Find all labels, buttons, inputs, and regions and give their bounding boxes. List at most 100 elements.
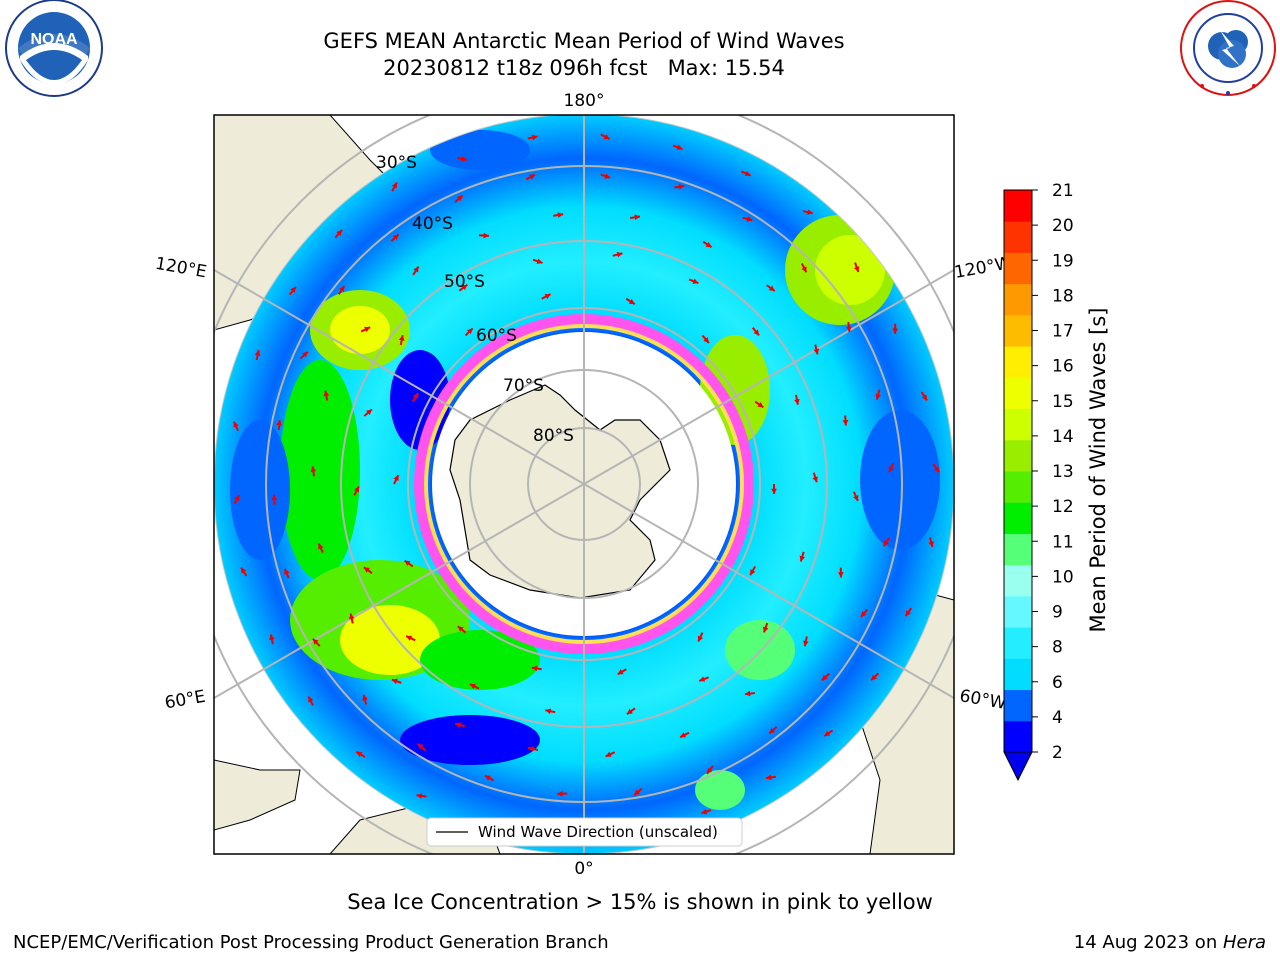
colorbar-tick-label: 15 — [1052, 392, 1074, 412]
wave-arrow-head — [933, 466, 940, 473]
wave-arrow-head — [705, 241, 712, 248]
wave-arrow-head — [875, 393, 881, 400]
wave-arrow-head — [241, 567, 247, 574]
wave-arrow-head — [398, 335, 405, 341]
wave-arrow-head — [757, 401, 764, 408]
wave-arrow-head — [801, 266, 807, 273]
nws-logo — [1176, 0, 1280, 100]
map-frame — [213, 114, 955, 855]
colorbar-band — [1004, 346, 1032, 378]
wave-arrow-head — [469, 683, 476, 690]
footer-date-text: 14 Aug 2023 on — [1073, 932, 1223, 953]
wave-arrow-head — [416, 793, 423, 799]
lon-label-120e: 120°E — [154, 254, 208, 283]
colorbar-band — [1004, 283, 1032, 316]
wave-arrow-head — [456, 195, 463, 202]
wave-arrow-head — [310, 466, 317, 472]
lon-label-0: 0° — [574, 859, 593, 879]
lon-label-60e: 60°E — [163, 687, 207, 714]
wave-arrow-head — [356, 751, 363, 757]
wave-arrow-head — [528, 746, 534, 752]
lat-label-40s: 40°S — [412, 214, 453, 234]
wave-arrow-head — [536, 258, 543, 264]
wave-arrow-head — [605, 751, 612, 757]
colorbar-band — [1004, 720, 1032, 753]
colorbar-band — [1004, 471, 1032, 503]
wave-arrow-head — [769, 727, 776, 734]
wave-arrow-head — [883, 540, 889, 547]
noaa-logo: NOAA — [2, 0, 106, 100]
wave-arrow-head — [323, 390, 330, 397]
wave-arrow-head — [628, 298, 635, 305]
wave-arrow-head — [905, 610, 911, 617]
wave-arrow-head — [312, 638, 319, 645]
colorbar-band — [1004, 221, 1032, 253]
wave-arrow-head — [812, 476, 818, 483]
wave-arrow-head — [391, 678, 398, 685]
wave-arrow-head — [318, 543, 324, 550]
colorbar-tick-label: 19 — [1052, 251, 1074, 271]
footer-branch: NCEP/EMC/Verification Post Processing Pr… — [13, 932, 609, 953]
wave-arrow-head — [364, 326, 371, 333]
wave-arrow-head — [706, 767, 713, 774]
colorbar-band — [1004, 564, 1032, 597]
wave-arrow-head — [821, 674, 828, 681]
wave-arrow-head — [750, 569, 756, 576]
wave-arrow-head — [701, 808, 708, 815]
wave-arrow-head — [233, 421, 239, 428]
colorbar-tick-label: 8 — [1052, 638, 1063, 658]
wave-arrow-head — [753, 329, 760, 336]
wave-arrow-head — [363, 567, 370, 573]
colorbar-band — [1004, 252, 1032, 285]
colorbar-band — [1004, 595, 1032, 628]
wave-arrow-head — [276, 420, 283, 426]
lon-label-60w: 60°W — [958, 686, 1008, 714]
wave-arrow-head — [762, 626, 769, 633]
wave-arrow-head — [254, 350, 261, 356]
wave-arrow-head — [466, 328, 473, 335]
wave-arrow-head — [703, 337, 709, 344]
colorbar-tick-label: 6 — [1052, 673, 1063, 693]
wave-arrow-head — [392, 234, 399, 241]
africa-madagascar-landmass — [214, 759, 301, 831]
wave-arrow-head — [746, 216, 753, 222]
wave-arrow-head — [603, 134, 610, 140]
wave-arrow-head — [771, 488, 777, 494]
wave-arrow-head — [617, 669, 624, 675]
wave-arrow-head — [853, 494, 859, 501]
wave-arrow-head — [888, 466, 894, 473]
wave-arrow-head — [794, 398, 800, 405]
wave-arrow-head — [807, 209, 813, 215]
colorbar-label: Mean Period of Wind Waves [s] — [1086, 308, 1110, 633]
wave-arrow-head — [417, 743, 424, 750]
wave-arrow-head — [284, 568, 290, 575]
colorbar-band — [1004, 658, 1032, 691]
wave-arrow-head — [871, 674, 877, 681]
wave-arrow-head — [483, 232, 489, 239]
wave-arrow-head — [404, 560, 411, 567]
wave-arrow-head — [531, 134, 538, 141]
map-legend: Wind Wave Direction (unscaled) — [426, 817, 743, 847]
colorbar-tick-label: 13 — [1052, 462, 1074, 482]
wave-arrow-head — [837, 572, 844, 578]
wave-arrow-head — [406, 635, 413, 641]
colorbar-tick-label: 17 — [1052, 322, 1074, 342]
graticule — [214, 115, 954, 854]
wave-arrow-head — [336, 229, 342, 236]
lat-label-80s: 80°S — [533, 426, 574, 446]
svg-text:NOAA: NOAA — [30, 31, 78, 48]
colorbar-band — [1004, 533, 1032, 566]
wave-arrow-head — [676, 144, 683, 150]
wave-arrow-head — [557, 212, 564, 218]
wave-arrow-head — [531, 665, 538, 672]
colorbar: 2 4 6 8 9 10 11 12 13 14 15 16 17 18 19 20 21 — [1003, 181, 1074, 782]
lon-label-180: 180° — [564, 91, 605, 111]
wave-arrow-head — [678, 183, 685, 190]
colorbar-band — [1004, 502, 1032, 534]
colorbar-tick-label: 18 — [1052, 286, 1074, 306]
wave-arrow-head — [269, 634, 275, 641]
wave-arrow-head — [928, 541, 934, 547]
colorbar-band — [1004, 439, 1032, 472]
wave-arrow-head — [302, 351, 308, 358]
